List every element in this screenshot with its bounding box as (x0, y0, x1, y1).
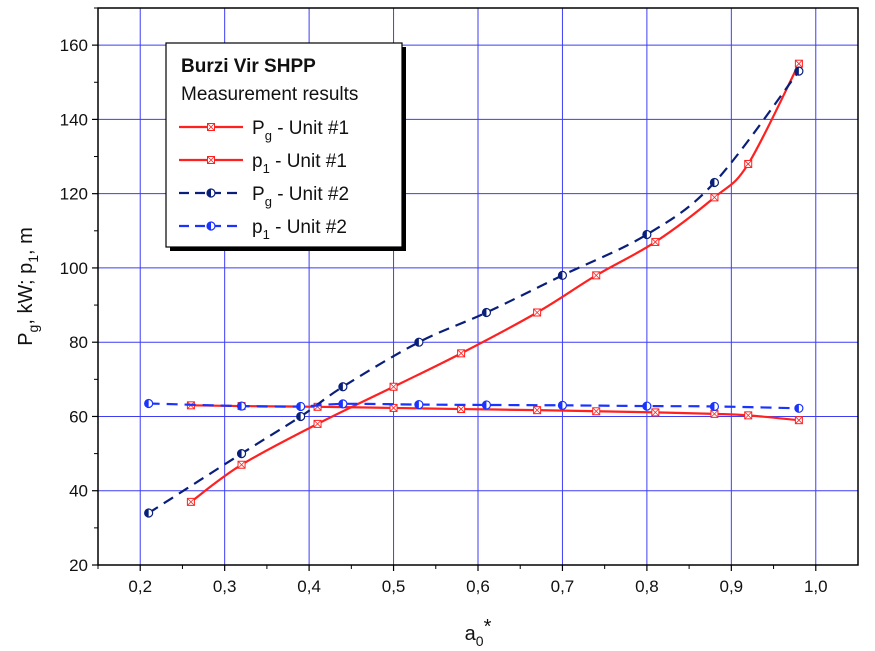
legend-box (165, 42, 403, 248)
y-tick-label: 20 (69, 556, 88, 575)
series-4 (144, 398, 804, 413)
series-1 (186, 59, 803, 506)
series-line-3 (148, 70, 800, 514)
x-tick-label: 0,6 (466, 577, 490, 596)
x-tick-label: 0,9 (720, 577, 744, 596)
y-tick-label: 80 (69, 333, 88, 352)
grid-lines (98, 8, 858, 566)
legend-label-3: Pg - Unit #2 (252, 184, 349, 209)
x-tick-label: 0,4 (297, 577, 321, 596)
y-tick-label: 60 (69, 407, 88, 426)
legend: Burzi Vir SHPP Measurement results Pg - Un… (165, 42, 406, 251)
series-3 (144, 66, 804, 518)
y-tick-label: 40 (69, 482, 88, 501)
y-tick-label: 120 (60, 185, 88, 204)
series-group (144, 59, 804, 518)
x-tick-label: 0,3 (213, 577, 237, 596)
x-tick-label: 0,7 (551, 577, 575, 596)
x-axis-title: a0* (465, 616, 492, 649)
series-line-4 (148, 402, 799, 410)
x-tick-label: 0,5 (382, 577, 406, 596)
legend-label-1: Pg - Unit #1 (252, 118, 349, 143)
legend-subtitle: Measurement results (181, 84, 358, 105)
y-tick-label: 100 (60, 259, 88, 278)
legend-title: Burzi Vir SHPP (181, 56, 316, 77)
legend-label-4: p1 - Unit #2 (252, 217, 347, 242)
legend-label-2: p1 - Unit #1 (252, 151, 347, 176)
y-tick-label: 160 (60, 36, 88, 55)
x-tick-label: 1,0 (804, 577, 828, 596)
plot-frame (97, 7, 859, 566)
y-axis-title: Pg, kW; p1, m (15, 227, 41, 346)
y-tick-label: 140 (60, 110, 88, 129)
x-tick-label: 0,2 (128, 577, 152, 596)
y-axis-ticks: 20 40 60 80 100 120 140 160 (60, 7, 98, 575)
x-tick-label: 0,8 (635, 577, 659, 596)
x-axis-ticks: 0,2 0,3 0,4 0,5 0,6 0,7 0,8 0,9 1,0 (97, 565, 828, 596)
